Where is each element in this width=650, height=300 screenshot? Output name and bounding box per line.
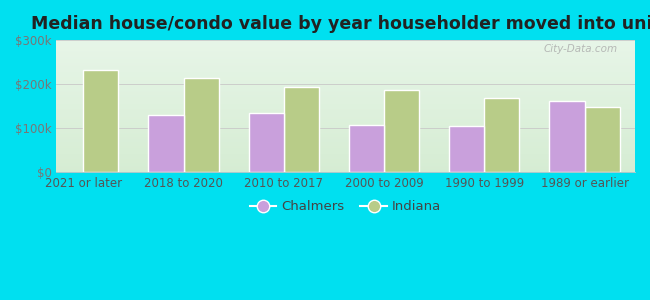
Bar [384, 90, 419, 172]
Legend: Chalmers, Indiana: Chalmers, Indiana [244, 195, 447, 218]
Bar [349, 125, 384, 172]
Bar [449, 125, 484, 172]
Bar [249, 113, 284, 172]
Bar [148, 115, 183, 172]
Bar [284, 87, 319, 172]
Bar [584, 107, 619, 172]
Bar [83, 70, 118, 172]
Bar [183, 77, 218, 172]
Bar [549, 101, 584, 172]
Text: City-Data.com: City-Data.com [543, 44, 618, 54]
Bar [484, 98, 519, 172]
Title: Median house/condo value by year householder moved into unit: Median house/condo value by year househo… [31, 15, 650, 33]
